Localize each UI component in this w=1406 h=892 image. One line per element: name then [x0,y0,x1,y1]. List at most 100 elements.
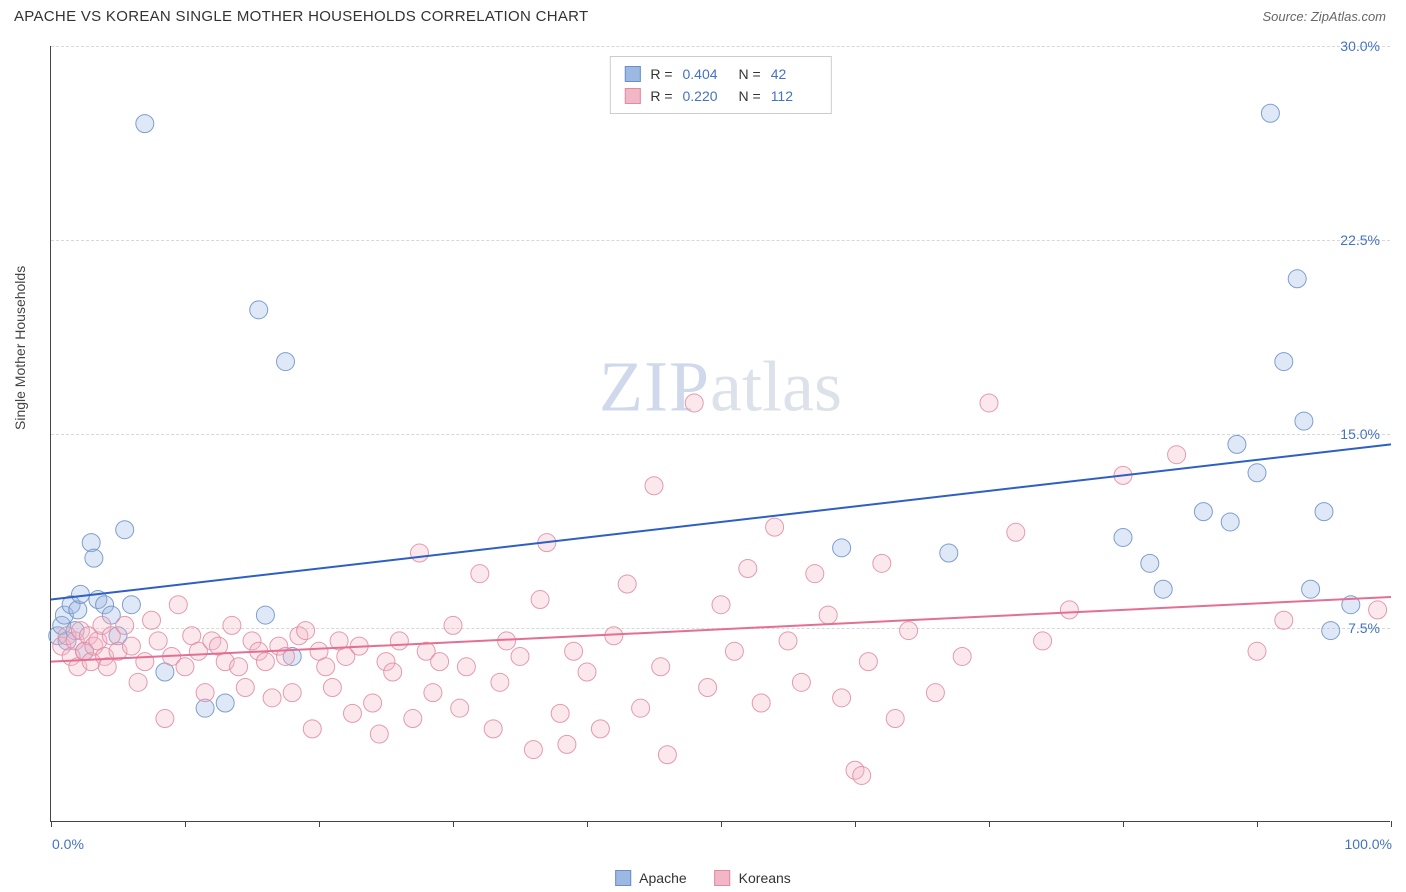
scatter-point [1168,446,1186,464]
scatter-point [511,647,529,665]
scatter-point [424,684,442,702]
scatter-point [524,741,542,759]
scatter-point [766,518,784,536]
scatter-point [645,477,663,495]
scatter-point [136,653,154,671]
scatter-point [98,658,116,676]
scatter-point [779,632,797,650]
scatter-point [1248,464,1266,482]
scatter-point [1369,601,1387,619]
scatter-point [1288,270,1306,288]
scatter-point [250,301,268,319]
scatter-point [806,565,824,583]
scatter-point [591,720,609,738]
r-label: R = [650,85,672,107]
y-axis-label: Single Mother Households [12,266,28,430]
stats-row: R =0.404N =42 [624,63,816,85]
scatter-point [618,575,636,593]
series-swatch-icon [624,88,640,104]
x-tick [319,821,320,827]
scatter-point [404,710,422,728]
scatter-point [236,678,254,696]
scatter-point [940,544,958,562]
scatter-point [122,596,140,614]
x-tick [1257,821,1258,827]
scatter-chart: ZIPatlas 7.5%15.0%22.5%30.0% R =0.404N =… [50,46,1390,822]
n-value: 112 [771,85,817,107]
scatter-point [1034,632,1052,650]
series-name: Apache [639,870,686,886]
scatter-point [1114,528,1132,546]
chart-source: Source: ZipAtlas.com [1262,9,1386,24]
scatter-point [370,725,388,743]
legend-item: Apache [615,870,686,886]
scatter-point [685,394,703,412]
scatter-point [444,616,462,634]
series-swatch-icon [615,870,631,886]
chart-title: APACHE VS KOREAN SINGLE MOTHER HOUSEHOLD… [14,8,588,25]
scatter-point [578,663,596,681]
scatter-point [129,673,147,691]
x-tick [721,821,722,827]
x-tick [1123,821,1124,827]
series-swatch-icon [715,870,731,886]
scatter-point [156,710,174,728]
scatter-point [853,766,871,784]
scatter-point [457,658,475,676]
scatter-point [256,606,274,624]
scatter-point [491,673,509,691]
scatter-point [1261,104,1279,122]
scatter-point [85,549,103,567]
scatter-point [632,699,650,717]
scatter-point [431,653,449,671]
scatter-point [196,684,214,702]
scatter-point [980,394,998,412]
series-legend: ApacheKoreans [615,870,791,886]
scatter-point [149,632,167,650]
n-label: N = [739,63,761,85]
scatter-point [1194,503,1212,521]
scatter-point [886,710,904,728]
scatter-point [297,622,315,640]
r-value: 0.404 [683,63,729,85]
scatter-point [1275,353,1293,371]
x-tick [1391,821,1392,827]
x-tick [989,821,990,827]
scatter-point [1295,412,1313,430]
scatter-point [277,353,295,371]
scatter-point [411,544,429,562]
scatter-point [169,596,187,614]
stats-legend: R =0.404N =42R =0.220N =112 [609,56,831,114]
scatter-point [1007,523,1025,541]
scatter-point [116,616,134,634]
scatter-point [859,653,877,671]
scatter-point [317,658,335,676]
scatter-point [143,611,161,629]
r-label: R = [650,63,672,85]
plot-svg [51,46,1390,821]
scatter-point [833,539,851,557]
scatter-point [344,704,362,722]
x-axis-max-label: 100.0% [1345,836,1392,852]
scatter-point [699,678,717,696]
scatter-point [1228,435,1246,453]
scatter-point [82,534,100,552]
scatter-point [819,606,837,624]
x-tick [51,821,52,827]
x-axis-min-label: 0.0% [52,836,84,852]
scatter-point [484,720,502,738]
scatter-point [136,115,154,133]
scatter-point [451,699,469,717]
scatter-point [216,694,234,712]
x-tick [453,821,454,827]
scatter-point [1322,622,1340,640]
scatter-point [364,694,382,712]
scatter-point [390,632,408,650]
stats-row: R =0.220N =112 [624,85,816,107]
chart-header: APACHE VS KOREAN SINGLE MOTHER HOUSEHOLD… [0,0,1406,29]
scatter-point [69,601,87,619]
scatter-point [926,684,944,702]
scatter-point [1315,503,1333,521]
scatter-point [1302,580,1320,598]
scatter-point [1275,611,1293,629]
